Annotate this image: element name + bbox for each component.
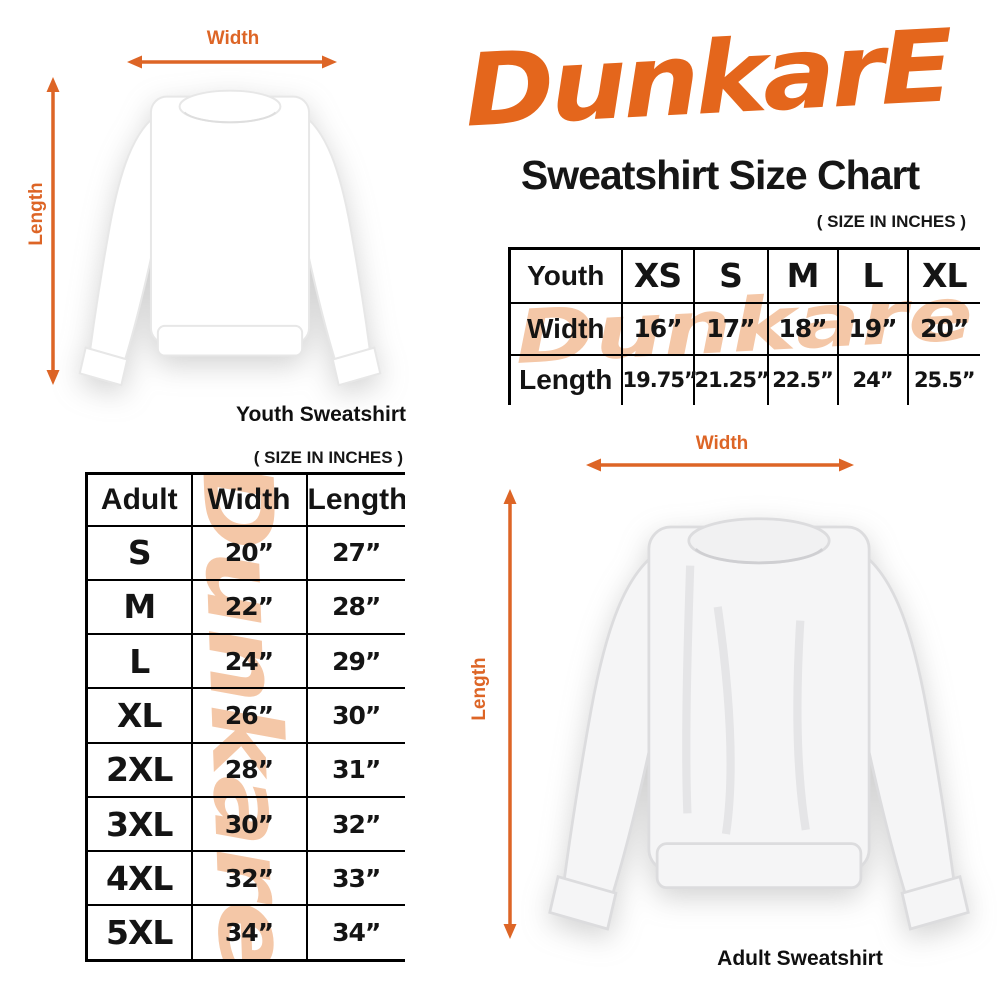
table-cell: M: [766, 247, 839, 304]
table-cell: 27”: [305, 524, 405, 581]
page-title: Sweatshirt Size Chart: [520, 152, 920, 198]
table-cell: 21.25”: [692, 353, 770, 405]
youth-length-arrow-icon: [46, 77, 60, 385]
table-cell: Adult: [85, 472, 193, 527]
adult-width-label: Width: [695, 433, 749, 454]
youth-size-table-wrap: Dunkare Youth XS S M L XL Width 16” 17” …: [508, 247, 980, 405]
table-cell: L: [836, 247, 909, 304]
table-cell: 20”: [190, 524, 308, 581]
youth-size-note: ( SIZE IN INCHES ): [816, 212, 966, 231]
table-cell: 28”: [305, 578, 405, 636]
youth-width-arrow-icon: [127, 55, 337, 69]
table-cell: 17”: [692, 301, 769, 356]
youth-sweatshirt-image: [78, 89, 382, 387]
table-cell: 5XL: [85, 904, 193, 962]
table-cell: 24”: [836, 353, 909, 405]
table-cell: Length: [305, 472, 405, 527]
table-cell: Youth: [508, 247, 623, 304]
adult-sweatshirt-image: [548, 517, 970, 931]
adult-size-note: ( SIZE IN INCHES ): [253, 448, 403, 467]
table-cell: 33”: [305, 850, 405, 907]
adult-sweatshirt-caption: Adult Sweatshirt: [717, 947, 883, 970]
table-cell: 25.5”: [906, 353, 980, 405]
table-cell: 34”: [190, 904, 308, 962]
dunkare-logo: DunkarE: [461, 6, 953, 150]
youth-size-table: Youth XS S M L XL Width 16” 17” 18” 19” …: [508, 247, 980, 405]
table-cell: Width: [190, 472, 308, 527]
table-cell: 26”: [190, 687, 308, 744]
table-cell: 31”: [305, 741, 405, 798]
table-cell: 34”: [305, 904, 405, 962]
table-cell: Length: [508, 353, 623, 405]
adult-size-table: Adult Width Length S 20” 27” M 22” 28” L…: [85, 472, 405, 962]
table-cell: 22”: [190, 578, 308, 636]
adult-sweatshirt-diagram: Width Length: [440, 425, 1000, 995]
table-cell: 32”: [305, 795, 405, 853]
table-cell: 30”: [190, 795, 308, 853]
table-cell: 29”: [305, 633, 405, 690]
table-cell: 20”: [906, 301, 980, 356]
table-cell: 32”: [190, 850, 308, 907]
table-cell: S: [692, 247, 769, 304]
table-cell: S: [85, 524, 193, 581]
table-cell: 4XL: [85, 850, 193, 907]
table-cell: M: [85, 578, 193, 636]
table-cell: Width: [508, 301, 623, 356]
table-cell: 22.5”: [766, 353, 839, 405]
table-cell: 3XL: [85, 795, 193, 853]
adult-length-label: Length: [469, 657, 490, 721]
adult-width-arrow-icon: [586, 458, 854, 472]
adult-size-table-wrap: Dunkare Adult Width Length S 20” 27” M 2…: [85, 472, 405, 962]
table-cell: 28”: [190, 741, 308, 798]
table-cell: XL: [85, 687, 193, 744]
table-cell: 19.75”: [620, 353, 698, 405]
table-cell: 24”: [190, 633, 308, 690]
adult-length-arrow-icon: [503, 489, 517, 939]
table-cell: 19”: [836, 301, 909, 356]
table-cell: 16”: [620, 301, 695, 356]
youth-width-label: Width: [206, 28, 260, 49]
youth-sweatshirt-caption: Youth Sweatshirt: [236, 403, 406, 426]
table-cell: XS: [620, 247, 695, 304]
table-cell: 30”: [305, 687, 405, 744]
table-cell: 2XL: [85, 741, 193, 798]
table-cell: XL: [906, 247, 980, 304]
table-cell: 18”: [766, 301, 839, 356]
youth-sweatshirt-diagram: Width Length Youth Sweatshirt: [0, 0, 430, 430]
table-cell: L: [85, 633, 193, 690]
